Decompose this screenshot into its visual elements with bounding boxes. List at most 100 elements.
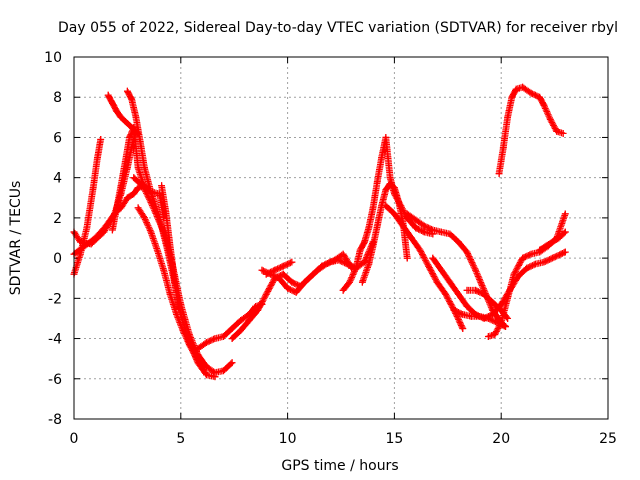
data-point: [373, 178, 381, 186]
data-point: [113, 107, 121, 115]
data-point: [472, 266, 479, 274]
data-point: [339, 286, 347, 294]
data-point: [237, 317, 245, 324]
data-point: [549, 254, 556, 262]
y-tick-label: 2: [53, 211, 62, 227]
grid-layer: [74, 57, 608, 419]
data-point: [531, 260, 539, 268]
data-series-arc-2: [70, 182, 148, 248]
data-point: [166, 290, 174, 298]
data-point: [91, 234, 99, 242]
data-series-arc-10: [194, 300, 266, 353]
data-point: [335, 256, 343, 264]
data-point: [130, 190, 138, 198]
data-point: [450, 307, 458, 314]
data-series-arc-17: [403, 210, 509, 330]
data-point: [258, 266, 266, 274]
tick-layer: 0 5 10 15 20 25 -8 -6 -4 -2 0 2 4 6 8 10: [44, 50, 617, 447]
data-point: [134, 164, 142, 172]
data-point: [386, 180, 394, 188]
data-point: [378, 154, 385, 161]
data-point: [153, 246, 161, 254]
data-point: [136, 138, 144, 145]
data-point: [540, 258, 548, 266]
data-point: [121, 117, 129, 125]
data-point: [245, 317, 253, 324]
data-point: [279, 270, 287, 278]
y-tick-label: 4: [53, 171, 62, 187]
data-point: [211, 369, 219, 377]
data-point: [504, 113, 512, 121]
data-point: [158, 182, 165, 190]
data-series-arc-8: [134, 204, 206, 371]
x-tick-label: 20: [492, 431, 510, 447]
data-point: [203, 371, 210, 379]
data-point: [408, 234, 415, 242]
x-tick-label: 5: [176, 431, 185, 447]
data-point: [117, 182, 125, 190]
data-point: [220, 333, 227, 340]
data-point: [536, 246, 544, 254]
data-point: [94, 154, 101, 161]
data-point: [403, 210, 411, 218]
data-point: [489, 311, 497, 318]
data-point: [318, 262, 326, 270]
data-point: [480, 290, 488, 298]
data-point: [147, 228, 155, 236]
data-point: [301, 278, 309, 286]
data-point: [403, 254, 411, 262]
data-markers: [130, 174, 236, 377]
data-point: [344, 260, 351, 268]
data-point: [510, 270, 518, 278]
data-point: [416, 246, 424, 254]
data-point: [508, 93, 516, 101]
data-point: [365, 224, 373, 232]
data-point: [145, 194, 153, 202]
data-point: [484, 315, 492, 322]
data-point: [412, 216, 420, 224]
data-markers: [194, 300, 266, 352]
data-point: [395, 198, 403, 206]
data-point: [561, 228, 569, 236]
data-point: [455, 238, 462, 246]
data-point: [134, 204, 142, 212]
data-point: [523, 264, 531, 272]
data-point: [160, 266, 168, 274]
data-point: [519, 254, 526, 262]
data-point: [455, 290, 462, 298]
data-point: [356, 246, 364, 254]
data-point: [124, 194, 131, 202]
data-point: [228, 359, 236, 367]
plot-frame: [73, 56, 609, 420]
data-point: [499, 144, 507, 151]
y-tick-label: -6: [48, 372, 62, 388]
data-point: [365, 260, 373, 268]
data-point: [502, 323, 509, 330]
data-point: [433, 278, 441, 286]
data-point: [237, 327, 245, 334]
y-tick-label: 6: [53, 130, 62, 146]
data-point: [220, 367, 227, 375]
data-point: [166, 242, 174, 250]
data-markers: [495, 83, 567, 177]
data-point: [459, 311, 467, 318]
data-point: [203, 339, 210, 346]
data-point: [555, 234, 563, 242]
data-point: [561, 248, 569, 256]
data-point: [557, 250, 565, 258]
data-point: [361, 238, 368, 246]
data-point: [467, 313, 475, 320]
data-point: [559, 130, 567, 137]
data-point: [211, 335, 219, 342]
data-point: [279, 262, 287, 270]
data-point: [124, 87, 131, 95]
data-point: [519, 83, 526, 91]
data-point: [117, 113, 125, 121]
data-point: [491, 331, 499, 338]
data-point: [527, 89, 535, 97]
data-point: [228, 325, 236, 332]
data-point: [382, 202, 390, 210]
data-point: [542, 242, 550, 250]
data-series-arc-7: [130, 174, 236, 377]
